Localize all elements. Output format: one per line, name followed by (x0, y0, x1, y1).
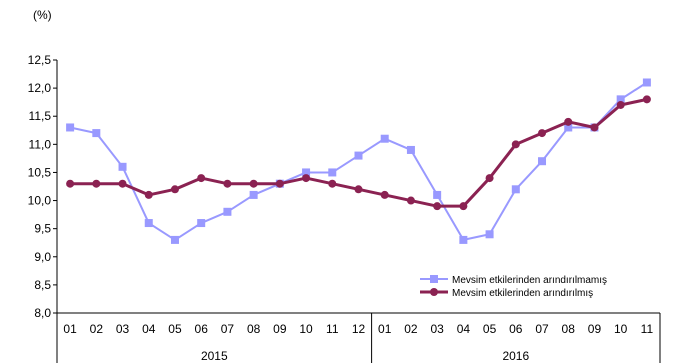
year-label: 2015 (201, 349, 228, 363)
data-point-square (564, 123, 573, 132)
x-tick-label: 10 (299, 322, 313, 336)
y-tick-label: 9,0 (34, 250, 51, 264)
x-tick-label: 11 (641, 322, 654, 336)
data-point-circle (380, 190, 389, 199)
x-tick-label: 06 (509, 322, 523, 336)
data-point-circle (328, 179, 337, 188)
data-point-square (511, 185, 520, 194)
x-tick-label: 04 (457, 322, 471, 336)
data-point-circle (459, 202, 468, 211)
x-tick-label: 08 (247, 322, 261, 336)
legend: Mevsim etkilerinden arındırılmamış Mevsim… (420, 275, 607, 299)
y-tick-label: 8,5 (34, 278, 51, 292)
data-point-circle (275, 179, 284, 188)
data-point-circle (66, 179, 75, 188)
y-tick-label: 9,5 (34, 222, 51, 236)
y-axis: 8,0 8,5 9,0 9,5 10,0 10,5 11,0 11,5 12,0 12,5 (28, 53, 58, 320)
data-point-square (92, 129, 101, 138)
data-point-circle (197, 174, 206, 183)
x-tick-label: 11 (326, 322, 339, 336)
data-point-circle (170, 185, 179, 194)
x-tick-label: 05 (168, 322, 182, 336)
x-tick-label: 10 (614, 322, 628, 336)
x-tick-label: 12 (352, 322, 366, 336)
data-point-square (406, 145, 415, 154)
y-tick-label: 10,5 (28, 165, 52, 179)
x-tick-label: 06 (195, 322, 209, 336)
data-point-square (642, 78, 651, 87)
x-tick-label: 03 (116, 322, 130, 336)
legend-label: Mevsim etkilerinden arındırılmış (452, 288, 593, 299)
data-point-circle (354, 185, 363, 194)
year-label: 2016 (502, 349, 529, 363)
data-point-square (328, 168, 337, 177)
data-point-circle (511, 140, 520, 149)
legend-marker-square (430, 275, 438, 283)
y-tick-label: 11,0 (29, 137, 52, 151)
data-point-square (223, 207, 232, 216)
legend-label: Mevsim etkilerinden arındırılmamış (452, 275, 607, 286)
data-point-square (197, 219, 206, 228)
data-point-circle (144, 190, 153, 199)
data-point-circle (616, 100, 625, 109)
x-tick-label: 02 (90, 322, 104, 336)
data-point-circle (642, 95, 651, 104)
data-point-circle (406, 196, 415, 205)
x-tick-label: 04 (142, 322, 156, 336)
data-point-square (302, 168, 311, 177)
data-point-circle (249, 179, 258, 188)
y-tick-label: 11,5 (29, 109, 52, 123)
x-tick-label: 01 (378, 322, 392, 336)
data-point-square (459, 235, 468, 244)
y-tick-label: 12,5 (28, 53, 52, 67)
data-point-circle (433, 202, 442, 211)
x-tick-label: 01 (63, 322, 77, 336)
data-point-square (118, 162, 127, 171)
data-point-circle (302, 174, 311, 183)
data-point-square (354, 151, 363, 160)
data-point-square (380, 134, 389, 143)
x-tick-label: 02 (404, 322, 418, 336)
data-point-circle (538, 129, 547, 138)
x-tick-label: 03 (430, 322, 444, 336)
data-point-square (66, 123, 75, 132)
y-tick-label: 8,0 (34, 306, 51, 320)
x-tick-label: 09 (273, 322, 287, 336)
x-tick-label: 07 (221, 322, 235, 336)
data-point-square (616, 95, 625, 104)
data-point-square (485, 230, 494, 239)
data-point-circle (92, 179, 101, 188)
data-point-square (249, 190, 258, 199)
data-point-circle (485, 174, 494, 183)
x-tick-label: 07 (535, 322, 549, 336)
data-point-square (433, 190, 442, 199)
y-tick-label: 10,0 (28, 194, 52, 208)
data-point-circle (564, 117, 573, 126)
data-point-circle (118, 179, 127, 188)
y-tick-label: 12,0 (28, 81, 52, 95)
series-layer (66, 78, 651, 244)
data-point-circle (590, 123, 599, 132)
data-point-square (538, 157, 547, 166)
legend-marker-circle (430, 288, 438, 296)
data-point-square (170, 235, 179, 244)
x-tick-label: 08 (562, 322, 576, 336)
x-axis: 01 02 03 04 05 06 07 08 09 10 11 12 01 02 03 04 05 06 07 08… (56, 312, 661, 363)
x-tick-label: 05 (483, 322, 497, 336)
series-line (69, 81, 648, 241)
y-unit-label: (%) (33, 8, 52, 22)
x-tick-label: 09 (588, 322, 602, 336)
data-point-square (144, 219, 153, 228)
data-point-circle (223, 179, 232, 188)
